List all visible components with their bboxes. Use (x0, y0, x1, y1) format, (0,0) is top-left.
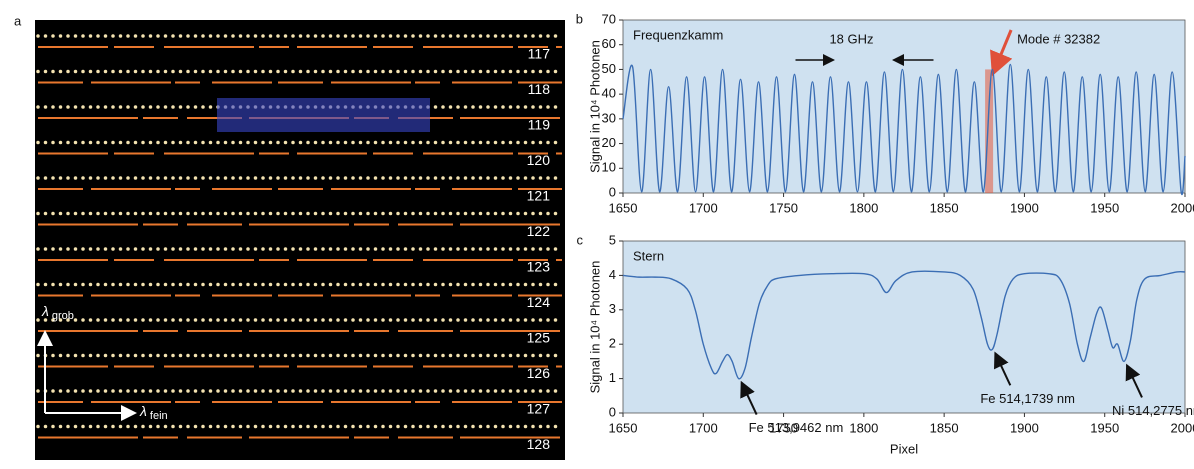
annotation: Stern (633, 248, 664, 263)
x-tick-label: 1750 (769, 200, 798, 215)
annotation: Mode # 32382 (1017, 31, 1100, 46)
x-tick-label: 1700 (689, 200, 718, 215)
x-tick-label: 1850 (930, 200, 959, 215)
line-label: Fe 513,9462 nm (749, 420, 844, 435)
x-tick-label: 1650 (609, 200, 638, 215)
y-tick-label: 10 (602, 160, 616, 175)
y-tick-label: 30 (602, 110, 616, 125)
y-tick-label: 40 (602, 86, 616, 101)
y-tick-label: 4 (609, 267, 616, 282)
axis-label: λ fein (139, 403, 168, 422)
order-label: 122 (527, 223, 551, 239)
order-label: 128 (527, 436, 551, 452)
panel-label: b (576, 11, 583, 26)
y-axis-label: Signal in 10⁴ Photonen (587, 40, 602, 173)
order-label: 121 (527, 188, 551, 204)
annotation: 18 GHz (829, 31, 873, 46)
x-tick-label: 1950 (1090, 200, 1119, 215)
y-tick-label: 1 (609, 370, 616, 385)
y-tick-label: 5 (609, 232, 616, 247)
highlight-mode (985, 69, 994, 193)
panel-label: a (14, 13, 22, 28)
x-tick-label: 1800 (849, 420, 878, 435)
arrow (994, 351, 1012, 386)
y-axis-label: Signal in 10⁴ Photonen (587, 261, 602, 394)
order-label: 123 (527, 259, 551, 275)
y-tick-label: 70 (602, 11, 616, 26)
x-tick-label: 1700 (689, 420, 718, 435)
axis-label: λ grob (41, 303, 74, 322)
x-tick-label: 2000 (1171, 420, 1194, 435)
arrow (740, 380, 758, 416)
x-tick-label: 1900 (1010, 200, 1039, 215)
y-tick-label: 3 (609, 301, 616, 316)
order-label: 119 (528, 117, 551, 133)
panel-label: c (577, 232, 584, 247)
x-axis-label: Pixel (890, 441, 918, 456)
selection-box (217, 98, 430, 132)
y-tick-label: 20 (602, 135, 616, 150)
x-tick-label: 1750 (769, 420, 798, 435)
y-tick-label: 50 (602, 61, 616, 76)
line-label: Ni 514,2775 nm (1112, 403, 1194, 418)
order-label: 127 (527, 401, 551, 417)
order-label: 120 (527, 152, 551, 168)
order-label: 126 (527, 365, 551, 381)
arrow (990, 29, 1013, 77)
series-line (622, 270, 1186, 380)
x-tick-label: 1650 (609, 420, 638, 435)
symbol: λ (139, 403, 147, 419)
y-tick-label: 0 (609, 184, 616, 199)
order-label: 117 (528, 46, 551, 62)
symbol: λ (41, 303, 49, 319)
x-tick-label: 1950 (1090, 420, 1119, 435)
order-label: 118 (528, 81, 551, 97)
x-tick-label: 1850 (930, 420, 959, 435)
x-tick-label: 1800 (849, 200, 878, 215)
arrow (1125, 363, 1143, 398)
line-label: Fe 514,1739 nm (980, 391, 1075, 406)
x-tick-label: 1900 (1010, 420, 1039, 435)
annotation: Frequenzkamm (633, 27, 723, 42)
x-tick-label: 2000 (1171, 200, 1194, 215)
y-tick-label: 60 (602, 36, 616, 51)
y-tick-label: 0 (609, 404, 616, 419)
series-line (622, 63, 1186, 196)
subscript: grob (52, 310, 74, 322)
order-label: 125 (527, 330, 551, 346)
plot-area (622, 240, 1186, 414)
echelle-orders (36, 34, 564, 439)
order-label: 124 (527, 294, 551, 310)
spectrum-image (35, 20, 565, 460)
y-tick-label: 2 (609, 336, 616, 351)
subscript: fein (150, 410, 168, 422)
